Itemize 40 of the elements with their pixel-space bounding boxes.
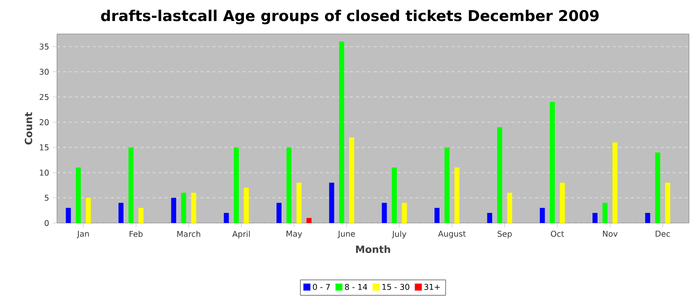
bar bbox=[234, 147, 239, 223]
bar bbox=[118, 202, 124, 223]
bar bbox=[339, 42, 344, 223]
bar bbox=[244, 188, 249, 223]
bar bbox=[382, 202, 387, 223]
bar bbox=[86, 198, 91, 223]
bar bbox=[645, 212, 650, 223]
bar bbox=[66, 208, 71, 223]
bar bbox=[138, 208, 144, 223]
bar bbox=[286, 147, 292, 223]
bar bbox=[655, 152, 660, 223]
bar bbox=[349, 137, 354, 223]
bar bbox=[487, 212, 492, 223]
x-axis-title: Month bbox=[356, 245, 390, 254]
bar bbox=[540, 208, 545, 223]
bar bbox=[497, 127, 502, 223]
bar bbox=[665, 182, 670, 223]
bar bbox=[444, 147, 450, 223]
bar bbox=[602, 202, 608, 223]
bar bbox=[612, 142, 618, 223]
bar bbox=[592, 212, 598, 223]
bar bbox=[224, 212, 229, 223]
bar bbox=[560, 182, 565, 223]
bar bbox=[454, 168, 460, 223]
bar bbox=[276, 202, 282, 223]
bar bbox=[507, 192, 512, 223]
bar bbox=[296, 182, 302, 223]
bar bbox=[402, 202, 407, 223]
bar bbox=[434, 208, 440, 223]
bar bbox=[550, 102, 555, 223]
bar bbox=[191, 192, 196, 223]
bar bbox=[181, 192, 186, 223]
y-axis-title: Count bbox=[24, 112, 32, 145]
bar bbox=[306, 218, 312, 223]
bar bbox=[76, 168, 81, 223]
bar bbox=[128, 147, 134, 223]
bar bbox=[171, 198, 176, 223]
bar bbox=[392, 168, 397, 223]
bar bbox=[329, 182, 334, 223]
chart-title: drafts-lastcall Age groups of closed tickets December 2009 bbox=[101, 10, 599, 24]
